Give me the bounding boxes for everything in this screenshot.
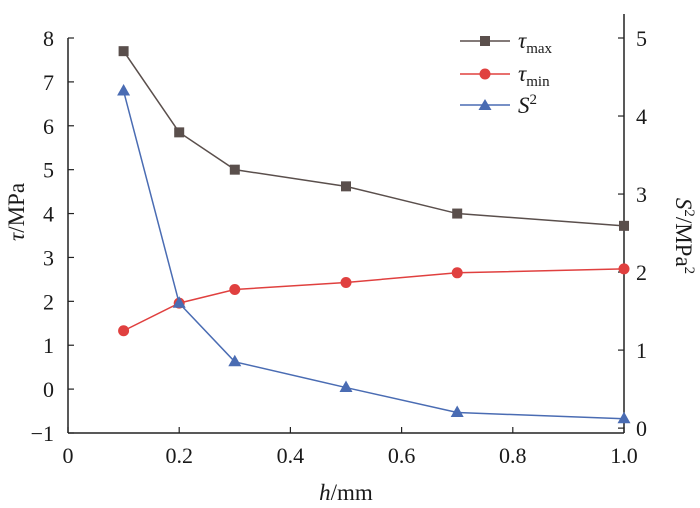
- y-right-tick-label: 0: [636, 416, 647, 441]
- y-axis-left-title-unit: /MPa: [4, 183, 29, 233]
- legend-label-s2: S2: [518, 92, 537, 118]
- y-left-tick-label: 5: [43, 158, 54, 183]
- y-left-tick-label: 0: [43, 377, 54, 402]
- x-axis-title-var: h: [319, 480, 331, 505]
- y-left-tick-label: 4: [43, 202, 54, 227]
- x-axis-title: h/mm: [319, 480, 373, 505]
- data-point-square: [341, 181, 351, 192]
- data-point-square: [229, 164, 240, 175]
- series-line-0: [122, 50, 625, 227]
- data-point-triangle: [228, 354, 242, 367]
- legend-label-tau-max-var: τ: [518, 28, 527, 53]
- data-point-triangle: [617, 411, 631, 424]
- y-right-tick-label: 2: [636, 260, 647, 285]
- legend-marker-circle: [479, 68, 491, 80]
- y-axis-right-title-sup: 2: [681, 209, 697, 217]
- legend-label-s2-var: S: [518, 93, 530, 118]
- x-tick-label: 1.0: [610, 443, 638, 468]
- legend-marker-square: [480, 36, 490, 46]
- x-tick-label: 0: [63, 443, 74, 468]
- legend-label-s2-sup: 2: [530, 92, 538, 108]
- legend-item-tau-max: τmax: [460, 28, 553, 57]
- y-right-tick-label: 5: [636, 26, 647, 51]
- y-right-tick-label: 4: [636, 104, 647, 129]
- legend-item-tau-min: τmin: [460, 61, 550, 90]
- x-tick-label: 0.6: [388, 443, 416, 468]
- x-tick-label: 0.2: [165, 443, 193, 468]
- y-axis-right-title-var: S: [671, 198, 696, 210]
- data-point-triangle: [172, 296, 186, 308]
- legend-label-tau-min-sub: min: [526, 74, 550, 90]
- data-point-square: [452, 208, 463, 219]
- legend-item-s2: S2: [460, 92, 537, 118]
- y-left-tick-label: −1: [31, 421, 54, 446]
- y-left-tick-label: 6: [43, 114, 54, 139]
- x-tick-label: 0.8: [499, 443, 527, 468]
- legend-label-tau-min-var: τ: [518, 61, 527, 86]
- y-axis-right-title: S2/MPa2: [671, 198, 697, 274]
- y-left-tick-label: 8: [43, 26, 54, 51]
- series-line-2: [122, 90, 625, 420]
- data-point-triangle: [339, 380, 353, 393]
- y-left-tick-label: 7: [43, 70, 54, 95]
- y-left-tick-label: 1: [43, 333, 54, 358]
- data-point-circle: [118, 325, 130, 337]
- x-tick-label: 0.4: [277, 443, 305, 468]
- legend-label-tau-max-sub: max: [526, 41, 552, 57]
- data-point-circle: [340, 276, 352, 288]
- series-line-1: [123, 268, 625, 332]
- y-left-tick-label: 3: [43, 245, 54, 270]
- y-axis-left-title: τ/MPa: [4, 183, 29, 241]
- data-point-square: [619, 220, 629, 231]
- legend-marker-triangle: [478, 99, 492, 110]
- x-ticks: 0 0.2 0.4 0.6 0.8 1.0: [63, 427, 638, 468]
- legend-label-tau-max: τmax: [518, 28, 553, 57]
- data-point-circle: [618, 263, 630, 275]
- legend-label-tau-min: τmin: [518, 61, 550, 90]
- y-right-tick-label: 1: [636, 338, 647, 363]
- y-axis-right-title-unit: /MPa: [671, 217, 696, 267]
- y-axis-left-title-var: τ: [4, 232, 29, 241]
- y-right-tick-label: 3: [636, 182, 647, 207]
- data-point-triangle: [117, 84, 131, 96]
- y-ticks-right: 0 1 2 3 4 5: [618, 26, 647, 441]
- data-point-triangle: [450, 405, 464, 418]
- y-axis-right-title-unit-sup: 2: [681, 267, 697, 275]
- x-axis-title-unit: /mm: [331, 480, 373, 505]
- y-ticks-left: −1 0 1 2 3 4 5 6 7 8: [31, 26, 74, 446]
- data-point-square: [118, 46, 129, 57]
- data-point-circle: [451, 267, 463, 279]
- y-left-tick-label: 2: [43, 289, 54, 314]
- series-layer: [117, 46, 631, 424]
- data-point-square: [174, 127, 185, 138]
- data-point-circle: [229, 283, 241, 295]
- legend: τmax τmin S2: [460, 28, 553, 118]
